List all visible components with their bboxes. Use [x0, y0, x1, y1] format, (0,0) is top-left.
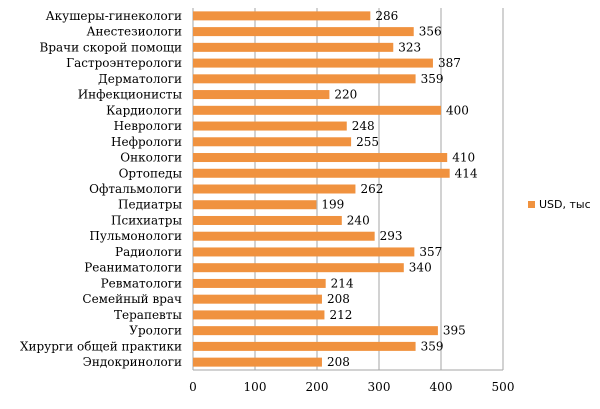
category-label: Дерматологи [98, 72, 182, 86]
data-label: 262 [360, 182, 383, 196]
x-tick-label: 400 [430, 380, 453, 394]
bar [193, 137, 352, 147]
bar [193, 74, 416, 84]
category-label: Неврологи [114, 119, 182, 133]
bar [193, 121, 347, 131]
bar [193, 42, 394, 52]
data-label: 220 [334, 88, 357, 102]
data-label: 293 [380, 229, 403, 243]
bar [193, 200, 317, 210]
data-label: 286 [375, 9, 398, 23]
category-label: Онкологи [120, 151, 182, 165]
legend-swatch [528, 201, 535, 208]
bar [193, 357, 322, 367]
bar [193, 294, 322, 304]
category-label: Кардиологи [106, 103, 182, 117]
bar [193, 326, 438, 336]
category-label: Психиатры [111, 213, 182, 227]
data-label: 340 [409, 261, 432, 275]
data-label: 212 [329, 308, 352, 322]
data-label: 410 [452, 151, 475, 165]
data-label: 400 [446, 103, 469, 117]
data-label: 356 [419, 25, 442, 39]
data-label: 248 [352, 119, 375, 133]
bar [193, 27, 414, 37]
category-label: Ортопеды [119, 166, 183, 180]
data-labels: 2863563233873592204002482554104142621992… [321, 9, 478, 369]
category-label: Урологи [129, 324, 182, 338]
bar [193, 278, 326, 288]
data-label: 199 [321, 198, 344, 212]
bar [193, 263, 404, 273]
bar [193, 153, 448, 163]
bar [193, 184, 356, 194]
x-tick-label: 100 [244, 380, 267, 394]
data-label: 359 [421, 72, 444, 86]
category-label: Врачи скорой помощи [40, 40, 183, 54]
category-label: Эндокринологи [83, 355, 182, 369]
data-label: 208 [327, 292, 350, 306]
category-label: Ревматологи [101, 276, 182, 290]
category-label: Реаниматологи [84, 261, 182, 275]
category-label: Гастроэнтерологи [66, 56, 182, 70]
data-label: 323 [398, 40, 421, 54]
data-label: 208 [327, 355, 350, 369]
data-label: 395 [443, 324, 466, 338]
bar [193, 168, 450, 178]
bar [193, 310, 325, 320]
bar [193, 215, 342, 225]
category-label: Радиологи [115, 245, 182, 259]
x-tick-label: 200 [306, 380, 329, 394]
bar [193, 58, 433, 68]
category-label: Инфекционисты [78, 88, 183, 102]
bar [193, 247, 415, 257]
data-label: 240 [347, 213, 370, 227]
data-label: 387 [438, 56, 461, 70]
x-tick-label: 300 [368, 380, 391, 394]
category-label: Терапевты [114, 308, 182, 322]
category-label: Пульмонологи [89, 229, 182, 243]
category-label: Акушеры-гинекологи [46, 9, 182, 23]
x-axis-ticks: 0 100 200 300 400 500 [189, 380, 514, 394]
legend-label: USD, тыс [539, 198, 591, 211]
data-label: 414 [455, 166, 478, 180]
x-tick-label: 0 [189, 380, 197, 394]
bar [193, 105, 441, 115]
data-label: 214 [331, 276, 354, 290]
bar [193, 231, 375, 241]
category-label: Семейный врач [82, 292, 182, 306]
data-label: 359 [421, 339, 444, 353]
bar [193, 90, 330, 100]
data-label: 357 [419, 245, 442, 259]
bar [193, 11, 371, 21]
data-label: 255 [356, 135, 379, 149]
x-tick-label: 500 [492, 380, 515, 394]
bar [193, 341, 416, 351]
category-label: Хирурги общей практики [20, 339, 182, 353]
bars [193, 11, 450, 367]
legend: USD, тыс [528, 198, 591, 211]
category-label: Педиатры [118, 198, 182, 212]
category-label: Офтальмологи [89, 182, 182, 196]
category-label: Анестезиологи [86, 25, 182, 39]
category-label: Нефрологи [111, 135, 182, 149]
